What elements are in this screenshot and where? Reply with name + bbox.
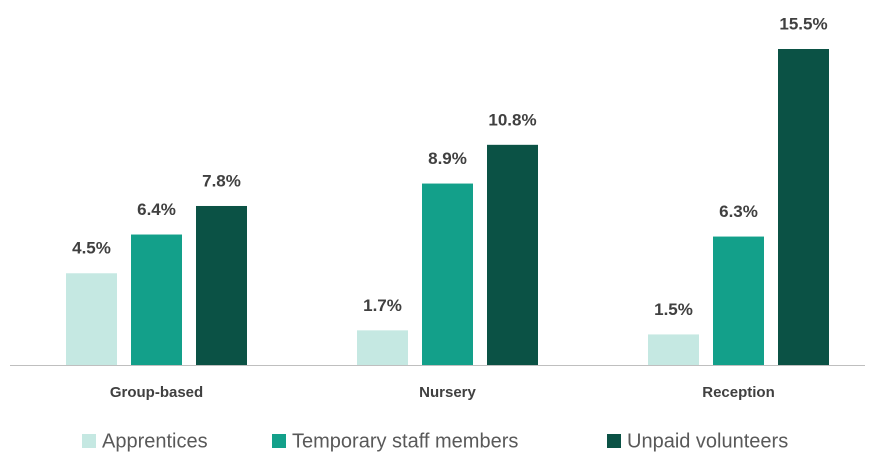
data-label: 10.8%	[488, 110, 536, 129]
legend-swatch	[607, 434, 621, 448]
data-label: 6.4%	[137, 200, 176, 219]
data-label: 7.8%	[202, 171, 241, 190]
bar	[66, 273, 117, 365]
data-label: 8.9%	[428, 149, 467, 168]
data-label: 4.5%	[72, 239, 111, 258]
data-label: 15.5%	[779, 14, 827, 33]
legend-swatch	[82, 434, 96, 448]
data-label: 1.5%	[654, 300, 693, 319]
x-tick-label: Reception	[702, 384, 775, 401]
legend-label: Apprentices	[102, 430, 208, 452]
bar	[196, 205, 247, 365]
legend-swatch	[272, 434, 286, 448]
data-label: 6.3%	[719, 202, 758, 221]
data-label: 1.7%	[363, 296, 402, 315]
bar	[713, 236, 764, 365]
x-tick-label: Nursery	[419, 384, 476, 401]
legend-label: Temporary staff members	[292, 430, 518, 452]
x-tick-label: Group-based	[110, 384, 203, 401]
bar	[131, 234, 182, 365]
bar	[357, 330, 408, 365]
bar	[422, 183, 473, 365]
bar	[648, 334, 699, 365]
legend-label: Unpaid volunteers	[627, 430, 788, 452]
bar	[487, 144, 538, 365]
bar	[778, 49, 829, 365]
